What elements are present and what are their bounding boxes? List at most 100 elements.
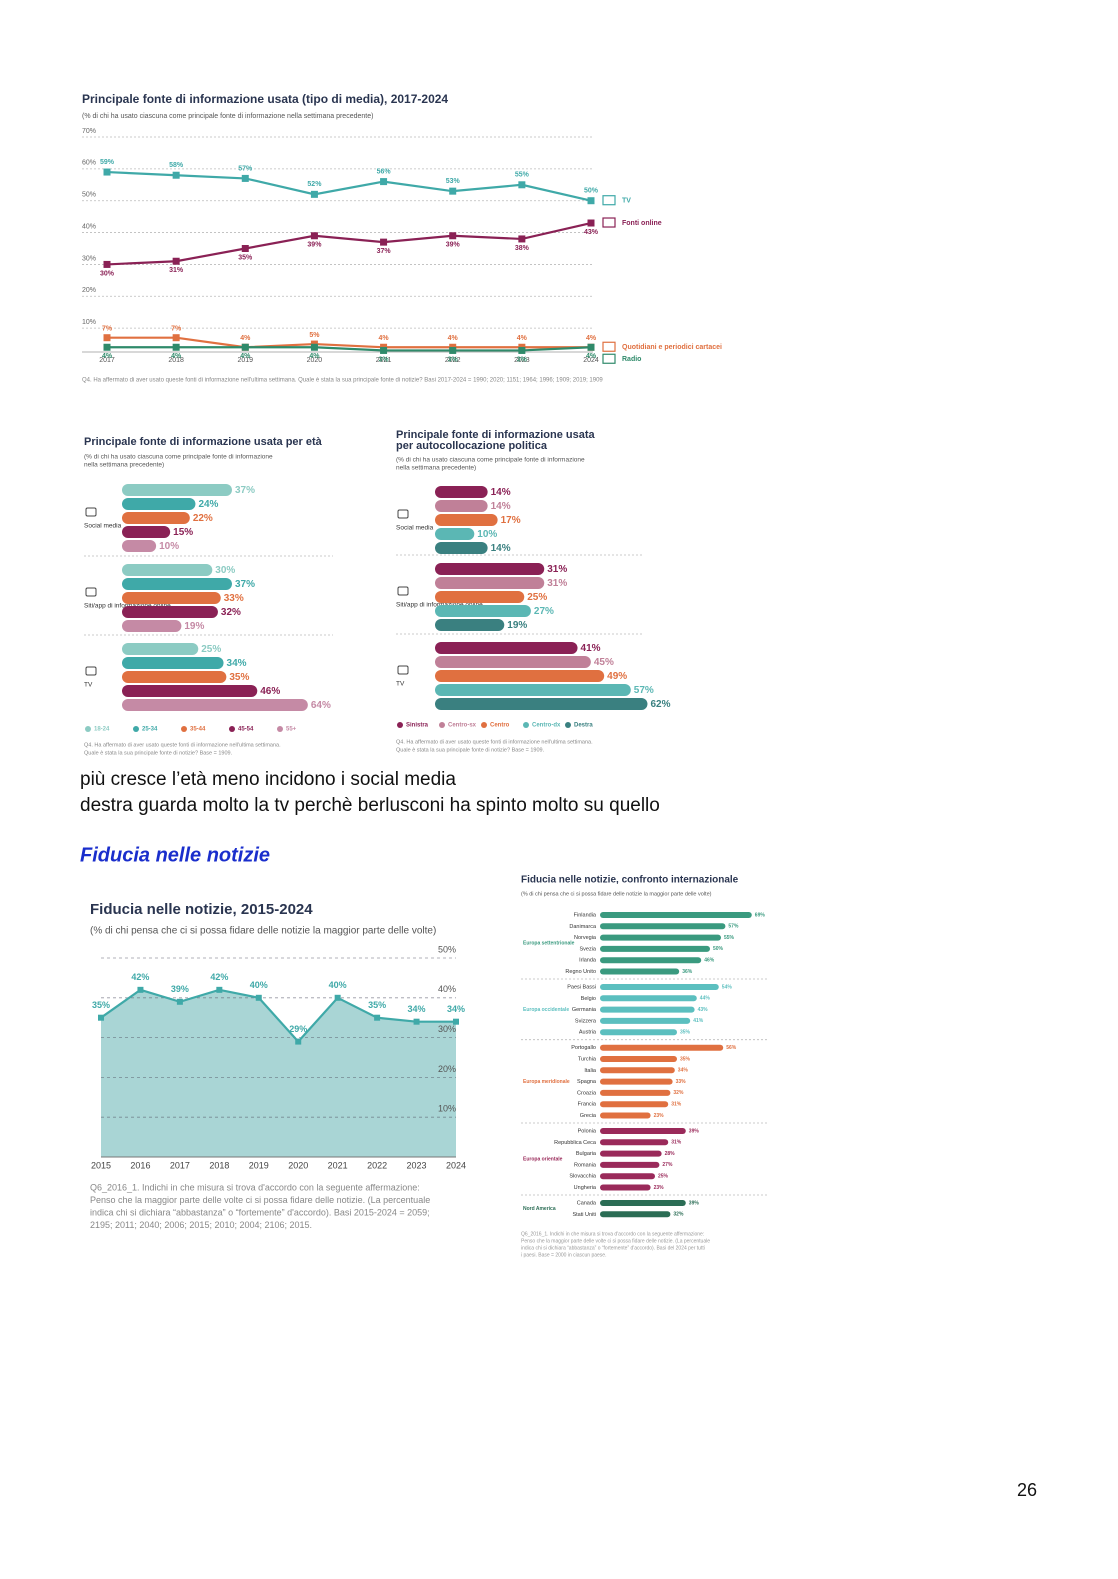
bar-label: 41% — [693, 1018, 704, 1024]
legend-icon — [602, 217, 616, 228]
legend-swatch — [229, 726, 235, 732]
bar — [600, 1161, 660, 1168]
bar — [600, 1067, 675, 1074]
country-label: Bulgaria — [576, 1151, 597, 1157]
country-label: Croazia — [577, 1090, 597, 1096]
x-tick-label: 2021 — [376, 357, 392, 364]
bar — [122, 685, 258, 697]
bar — [600, 912, 752, 918]
data-point — [103, 260, 111, 268]
legend-swatch — [277, 726, 283, 732]
legend-label: Destra — [574, 723, 593, 729]
category-icon — [85, 666, 97, 676]
data-label: 3% — [379, 356, 390, 363]
bar — [122, 484, 232, 496]
area — [101, 989, 456, 1157]
data-point — [176, 998, 183, 1005]
bar — [435, 642, 578, 654]
x-tick-label: 2024 — [446, 1160, 466, 1170]
chart-note: i paesi. Base = 2000 in ciascun paese. — [521, 1252, 606, 1258]
y-tick-label: 20% — [438, 1064, 456, 1074]
bar — [600, 984, 719, 990]
bar-label: 10% — [159, 541, 179, 552]
data-label: 29% — [289, 1024, 307, 1034]
bar-label: 39% — [689, 1200, 700, 1206]
x-tick-label: 2020 — [288, 1160, 308, 1170]
bar-label: 32% — [673, 1090, 684, 1096]
bar — [600, 957, 702, 964]
bar-label: 22% — [193, 513, 213, 524]
data-label: 55% — [515, 172, 530, 179]
bar — [600, 1078, 673, 1085]
data-label: 4% — [517, 335, 528, 342]
bar-label: 31% — [671, 1102, 682, 1108]
x-tick-label: 2017 — [170, 1160, 190, 1170]
bar — [122, 526, 171, 538]
country-label: Slovacchia — [569, 1174, 597, 1180]
data-point — [216, 986, 223, 993]
country-label: Regno Unito — [565, 969, 596, 975]
data-point — [172, 257, 180, 265]
legend-swatch — [397, 722, 403, 728]
data-label: 4% — [586, 335, 597, 342]
country-label: Irlanda — [579, 958, 597, 964]
bar-label: 41% — [581, 643, 601, 654]
page-number: 26 — [1017, 1480, 1037, 1500]
bar-label: 35% — [680, 1030, 691, 1036]
chart-note: Q6_2016_1. Indichi in che misura si trov… — [521, 1231, 704, 1237]
bar-label: 28% — [665, 1151, 676, 1157]
region-label: Europa settentrionale — [523, 941, 575, 947]
bar-label: 31% — [547, 564, 567, 575]
bar-label: 30% — [215, 565, 235, 576]
country-label: Ungheria — [574, 1185, 597, 1191]
country-label: Portogallo — [571, 1045, 596, 1051]
data-point — [137, 986, 144, 993]
data-point — [380, 346, 388, 354]
x-tick-label: 2021 — [328, 1160, 348, 1170]
data-label: 40% — [329, 980, 347, 990]
data-point — [310, 343, 318, 351]
bar — [600, 945, 710, 952]
bar — [435, 514, 498, 526]
region-label: Europa meridionale — [523, 1079, 570, 1085]
bar — [122, 606, 218, 618]
bar-label: 33% — [224, 593, 244, 604]
data-point — [518, 181, 526, 189]
data-label: 58% — [169, 162, 184, 169]
bar — [600, 934, 721, 941]
data-point — [449, 346, 457, 354]
y-tick-label: 10% — [82, 319, 96, 326]
country-label: Romania — [574, 1162, 597, 1168]
bar — [122, 592, 221, 604]
y-tick-label: 50% — [82, 192, 96, 199]
series-name: TV — [622, 198, 631, 205]
x-tick-label: 2018 — [209, 1160, 229, 1170]
category-icon — [397, 509, 409, 519]
data-point — [449, 232, 457, 240]
bar-label: 14% — [491, 501, 511, 512]
bar-label: 24% — [198, 499, 218, 510]
chart-note: Q4. Ha affermato di aver usato queste fo… — [82, 378, 603, 384]
data-label: 56% — [377, 168, 392, 175]
data-label: 42% — [210, 972, 228, 982]
legend-swatch — [181, 726, 187, 732]
bar — [435, 656, 591, 668]
bar-label: 46% — [704, 958, 715, 964]
data-point — [255, 994, 262, 1001]
data-label: 35% — [368, 1000, 386, 1010]
bar — [600, 1089, 671, 1096]
country-label: Repubblica Ceca — [554, 1140, 597, 1146]
data-label: 34% — [408, 1004, 426, 1014]
category-label: TV — [84, 682, 93, 689]
data-label: 4% — [171, 353, 182, 360]
bar — [600, 995, 697, 1002]
bar — [435, 698, 648, 710]
bar-label: 36% — [682, 969, 693, 975]
country-label: Paesi Bassi — [567, 984, 596, 990]
legend-swatch — [439, 722, 445, 728]
data-label: 31% — [169, 267, 184, 274]
x-tick-label: 2017 — [99, 357, 115, 364]
data-point — [241, 343, 249, 351]
y-tick-label: 20% — [82, 287, 96, 294]
